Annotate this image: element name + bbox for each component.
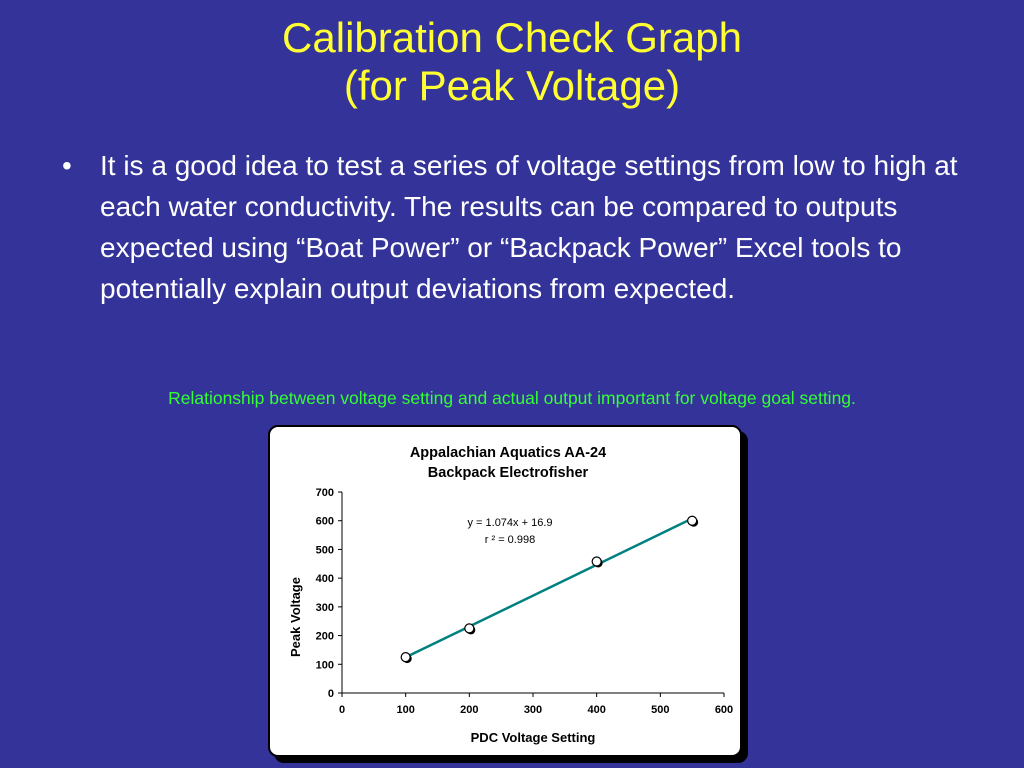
data-point <box>464 623 476 635</box>
x-axis-label: PDC Voltage Setting <box>471 730 596 745</box>
bullet-list: • It is a good idea to test a series of … <box>62 145 982 309</box>
trend-r-squared: r ² = 0.998 <box>485 534 535 546</box>
y-tick-label: 200 <box>316 631 334 643</box>
data-point-marker <box>400 652 411 663</box>
data-point-marker <box>591 556 602 567</box>
data-point <box>687 515 699 527</box>
data-point <box>400 652 412 664</box>
data-point-marker <box>687 515 698 526</box>
chart-ticks: 0 100 200 300 400 500 600 700 0 100 200 300 400 500 60… <box>316 487 734 716</box>
bullet-item: • It is a good idea to test a series of … <box>62 145 982 309</box>
y-tick-label: 300 <box>316 602 334 614</box>
x-tick-label: 400 <box>587 704 605 716</box>
title-line-1: Calibration Check Graph <box>282 14 742 61</box>
x-tick-label: 300 <box>524 704 542 716</box>
data-points <box>400 515 699 664</box>
title-line-2: (for Peak Voltage) <box>343 62 681 109</box>
x-tick-label: 600 <box>715 704 733 716</box>
bullet-icon: • <box>62 150 72 181</box>
x-tick-label: 200 <box>460 704 478 716</box>
y-tick-label: 100 <box>316 659 334 671</box>
chart-svg: Appalachian Aquatics AA-24 Backpack Elec… <box>288 445 734 745</box>
chart-title-line-1: Appalachian Aquatics AA-24 <box>410 445 606 461</box>
bullet-text: It is a good idea to test a series of vo… <box>100 150 958 304</box>
y-tick-label: 500 <box>316 544 334 556</box>
trend-equation: y = 1.074x + 16.9 <box>467 517 552 529</box>
y-tick-label: 400 <box>316 573 334 585</box>
trendline <box>405 517 693 659</box>
data-point-marker <box>464 623 475 634</box>
slide-title: Calibration Check Graph (for Peak Voltag… <box>0 14 1024 110</box>
chart-title-line-2: Backpack Electrofisher <box>428 465 589 481</box>
y-axis-label: Peak Voltage <box>288 577 303 657</box>
y-tick-label: 0 <box>328 688 334 700</box>
y-tick-label: 700 <box>316 487 334 499</box>
data-point <box>591 556 603 568</box>
chart-caption: Relationship between voltage setting and… <box>168 388 856 408</box>
x-tick-label: 0 <box>339 704 345 716</box>
y-tick-label: 600 <box>316 516 334 528</box>
chart-panel: Appalachian Aquatics AA-24 Backpack Elec… <box>268 425 742 757</box>
x-tick-label: 500 <box>651 704 669 716</box>
x-tick-label: 100 <box>396 704 414 716</box>
